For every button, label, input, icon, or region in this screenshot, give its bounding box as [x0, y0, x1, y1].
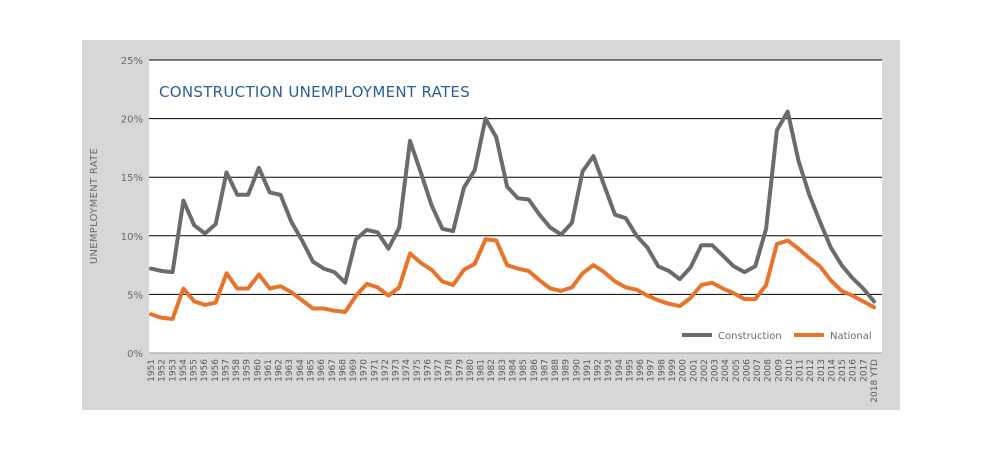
x-tick-label: 2003 [711, 359, 721, 382]
x-tick-label: 1977 [434, 359, 444, 382]
x-tick-label: 1995 [625, 359, 635, 382]
x-tick-label: 1964 [296, 359, 306, 382]
x-tick-label: 2014 [827, 359, 837, 382]
series-line-construction [149, 109, 876, 304]
x-tick-label: 1972 [381, 359, 391, 382]
x-tick-label: 1959 [243, 359, 253, 382]
x-tick-label: 2017 [859, 359, 869, 382]
y-tick-label: 10% [121, 232, 143, 243]
x-tick-label: 1965 [306, 359, 316, 382]
x-tick-label: 2001 [689, 359, 699, 382]
x-tick-label: 2005 [732, 359, 742, 382]
x-tick-label: 1997 [647, 359, 657, 382]
x-tick-label: 1966 [317, 359, 327, 382]
line-chart: 0%5%10%15%20%25% 1951 1952 1953 1954 1955 195… [89, 56, 882, 403]
grid-lines [149, 59, 882, 354]
x-tick-label: 2006 [742, 359, 752, 382]
x-tick-label: 2012 [806, 359, 816, 382]
x-tick-label: 1971 [370, 359, 380, 382]
x-tick-label: 1960 [253, 359, 263, 382]
x-tick-label: 2004 [721, 359, 731, 382]
x-tick-label: 1986 [530, 359, 540, 382]
x-tick-label: 1953 [168, 359, 178, 382]
x-tick-label: 1967 [328, 359, 338, 382]
x-tick-label: 1958 [232, 359, 242, 382]
x-tick-label: 1999 [668, 359, 678, 382]
y-tick-label: 15% [121, 173, 143, 184]
legend-label: Construction [718, 331, 782, 342]
x-tick-label: 1978 [445, 359, 455, 382]
x-tick-label: 1980 [466, 359, 476, 382]
x-tick-label: 1969 [349, 359, 359, 382]
x-tick-label: 1976 [423, 359, 433, 382]
x-tick-label: 2011 [796, 359, 806, 382]
x-tick-label: 2010 [785, 359, 795, 382]
x-tick-label: 2002 [700, 359, 710, 382]
x-tick-label: 1961 [264, 359, 274, 382]
x-tick-label: 1979 [455, 359, 465, 382]
y-axis-label: UNEMPLOYMENT RATE [89, 148, 100, 264]
x-tick-label: 1989 [562, 359, 572, 382]
x-tick-label: 1970 [360, 359, 370, 382]
x-tick-label: 2015 [838, 359, 848, 382]
x-tick-label: 2018 YTD [870, 359, 880, 403]
x-tick-label: 1956 [211, 359, 221, 382]
x-tick-labels: 1951 1952 1953 1954 1955 1956 1956 1957 1958 1959… [147, 359, 880, 403]
legend-label: National [830, 331, 872, 342]
x-tick-label: 1985 [519, 359, 529, 382]
x-tick-label: 2009 [774, 359, 784, 382]
x-tick-label: 1988 [551, 359, 561, 382]
x-tick-label: 2016 [849, 359, 859, 382]
x-tick-label: 1996 [636, 359, 646, 382]
x-tick-label: 1998 [657, 359, 667, 382]
y-tick-label: 25% [121, 56, 143, 67]
y-tick-label: 5% [127, 290, 143, 301]
x-tick-label: 2007 [753, 359, 763, 382]
x-tick-label: 1973 [392, 359, 402, 382]
x-tick-label: 2013 [817, 359, 827, 382]
x-tick-label: 1994 [615, 359, 625, 382]
series-lines [149, 109, 876, 321]
x-tick-label: 1974 [402, 359, 412, 382]
x-tick-label: 1956 [200, 359, 210, 382]
x-tick-label: 1968 [338, 359, 348, 382]
x-tick-label: 1981 [477, 359, 487, 382]
x-tick-label: 1954 [179, 359, 189, 382]
x-tick-label: 1990 [572, 359, 582, 382]
x-tick-label: 1984 [509, 359, 519, 382]
x-tick-label: 1987 [540, 359, 550, 382]
y-tick-labels: 0% 5% 10% 15% 20% 25% [121, 56, 143, 360]
plot-area [149, 60, 882, 353]
x-tick-label: 2008 [764, 359, 774, 382]
x-tick-label: 1975 [413, 359, 423, 382]
chart-frame: 0% 5% 10% 15% 20% 25% 1951 1952 1953 1954 1955 195… [82, 40, 900, 410]
x-tick-label: 2000 [679, 359, 689, 382]
legend: Construction National [682, 331, 872, 342]
x-tick-label: 1991 [583, 359, 593, 382]
x-tick-label: 1952 [158, 359, 168, 382]
x-tick-label: 1992 [594, 359, 604, 382]
x-tick-label: 1963 [285, 359, 295, 382]
series-line-national [149, 237, 876, 321]
x-tick-label: 1962 [275, 359, 285, 382]
x-tick-label: 1993 [604, 359, 614, 382]
x-tick-label: 1951 [147, 359, 157, 382]
x-tick-label: 1957 [221, 359, 231, 382]
x-tick-label: 1955 [190, 359, 200, 382]
x-tick-label: 1983 [498, 359, 508, 382]
chart-title: CONSTRUCTION UNEMPLOYMENT RATES [159, 83, 470, 101]
x-tick-label: 1982 [487, 359, 497, 382]
y-tick-label: 20% [121, 115, 143, 126]
y-tick-label: 0% [127, 349, 143, 360]
